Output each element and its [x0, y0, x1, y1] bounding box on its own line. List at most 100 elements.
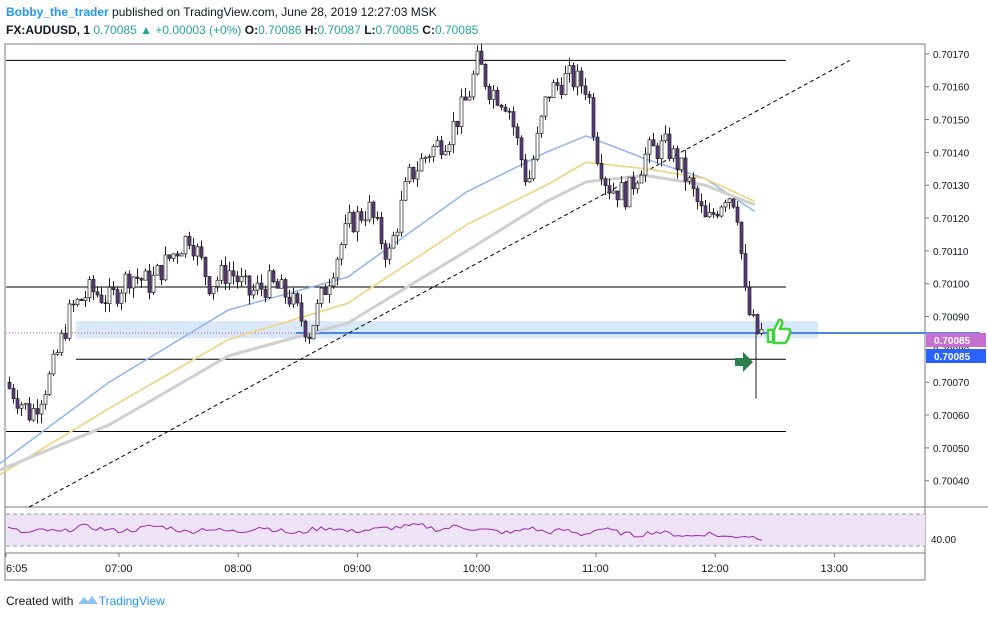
candle — [207, 276, 212, 295]
candle — [195, 246, 200, 257]
candle — [723, 202, 728, 208]
candle — [691, 177, 696, 189]
candle — [511, 111, 516, 128]
candle — [159, 265, 164, 281]
candle — [519, 137, 524, 161]
candle — [435, 140, 440, 147]
candle — [411, 166, 416, 180]
candle — [279, 279, 284, 289]
candle — [191, 244, 196, 257]
candle — [87, 279, 92, 299]
candle — [475, 50, 480, 75]
candle — [23, 403, 28, 406]
candle — [283, 279, 288, 298]
candle — [43, 394, 48, 405]
candle — [331, 277, 336, 287]
candle — [715, 213, 720, 217]
candle — [231, 270, 236, 277]
candle — [739, 221, 744, 254]
candle — [547, 96, 552, 99]
candle — [699, 201, 704, 207]
rsi-band — [6, 514, 925, 546]
candle — [99, 294, 104, 303]
candle — [591, 97, 596, 138]
candle — [167, 254, 172, 259]
candle — [7, 381, 12, 389]
time-tick-label: 13:00 — [821, 563, 849, 575]
support-zone — [76, 321, 818, 339]
candle — [587, 94, 592, 98]
candle — [151, 274, 156, 293]
candle — [139, 278, 144, 281]
candle — [71, 303, 76, 306]
candle — [275, 281, 280, 289]
candle — [367, 201, 372, 221]
candle — [463, 96, 468, 101]
candle — [147, 270, 152, 293]
candle — [759, 329, 764, 334]
time-tick-label: 10:00 — [463, 563, 491, 575]
candle — [471, 73, 476, 98]
candle — [747, 286, 752, 315]
tradingview-brand[interactable]: TradingView — [98, 594, 165, 608]
candle — [743, 253, 748, 288]
candle — [595, 136, 600, 164]
candle — [183, 236, 188, 255]
candle — [31, 408, 36, 421]
time-tick-label: 6:05 — [6, 563, 27, 575]
candle — [347, 212, 352, 225]
candle — [251, 289, 256, 296]
time-axis: 6:05 07:00 08:00 09:00 10:00 11:00 12:00 13:00 — [5, 553, 849, 575]
candle — [379, 217, 384, 245]
author-link[interactable]: Bobby_the_trader — [6, 5, 109, 19]
candle — [211, 286, 216, 295]
candle — [131, 276, 136, 289]
price-tick-label: 0.70090 — [933, 313, 970, 324]
candle — [135, 276, 140, 279]
candle — [271, 270, 276, 283]
candle — [483, 64, 488, 87]
candle — [259, 282, 264, 290]
candle — [115, 289, 120, 304]
candle — [19, 404, 24, 409]
candle — [227, 270, 232, 284]
candle — [643, 153, 648, 176]
candle — [719, 206, 724, 217]
candle — [647, 139, 652, 155]
candle — [635, 182, 640, 190]
candle — [567, 65, 572, 74]
close-value: 0.70085 — [434, 23, 479, 37]
candle — [291, 293, 296, 305]
candle — [671, 148, 676, 159]
candle — [175, 253, 180, 257]
candle — [323, 287, 328, 295]
price-tick-label: 0.70160 — [933, 83, 970, 94]
candle — [503, 106, 508, 112]
candle — [199, 246, 204, 258]
open-value: 0.70086 — [258, 23, 302, 37]
candle — [403, 181, 408, 201]
price-tick-label: 0.70100 — [933, 280, 970, 291]
candle — [515, 126, 520, 139]
ohlc-legend: FX:AUDUSD, 1 0.70085 ▲ +0.00003 (+0%) O:… — [6, 23, 478, 37]
candle — [63, 333, 68, 339]
candle — [83, 297, 88, 301]
price-tick-label: 0.70110 — [933, 247, 969, 258]
candle — [479, 50, 484, 65]
candle — [523, 159, 528, 183]
candle — [107, 286, 112, 305]
candle — [387, 247, 392, 260]
candle — [683, 157, 688, 182]
candle — [707, 212, 712, 218]
price-axis: 0.70170 0.70160 0.70150 0.70140 0.70130 0.701… — [925, 50, 970, 488]
candle — [751, 314, 756, 316]
candle — [363, 219, 368, 222]
candle — [203, 256, 208, 277]
candle — [111, 286, 116, 291]
candle — [459, 96, 464, 127]
time-tick-label: 07:00 — [105, 563, 133, 575]
candle — [223, 265, 228, 284]
rsi-line — [7, 523, 763, 541]
candle — [607, 185, 612, 194]
